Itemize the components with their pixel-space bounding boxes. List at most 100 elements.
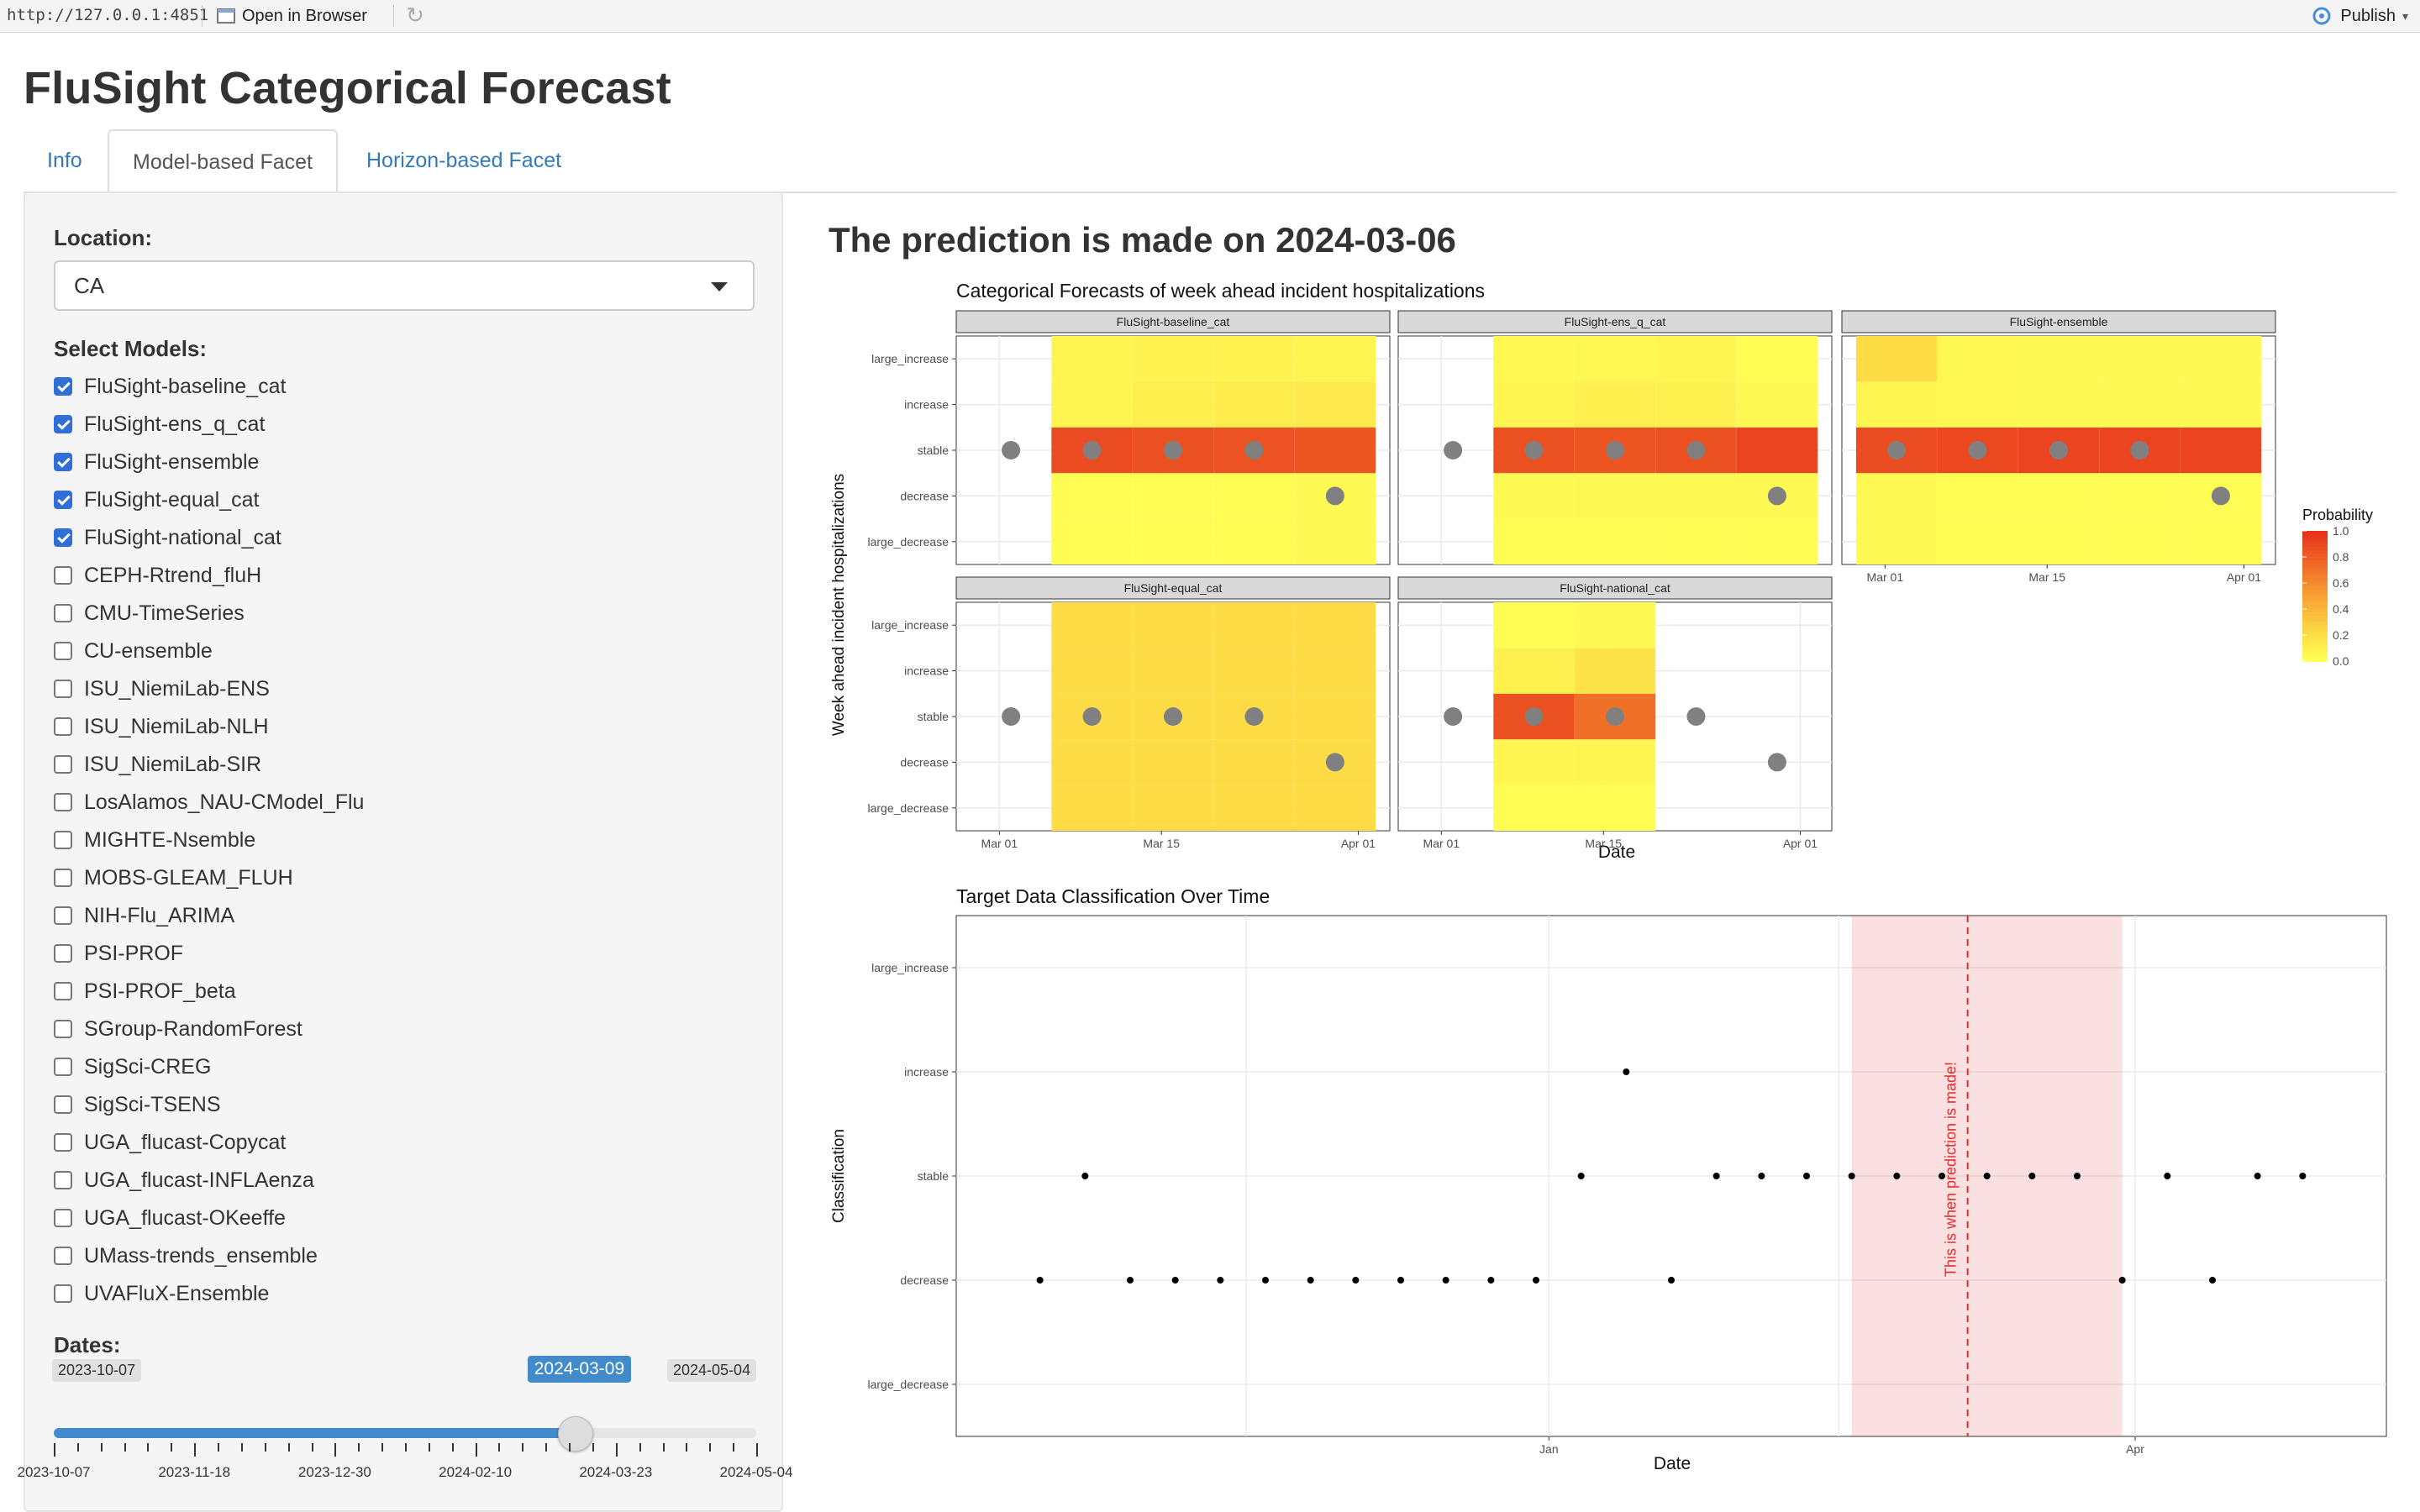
model-checkbox-row[interactable]: SigSci-TSENS — [54, 1088, 221, 1121]
heatmap-tile — [1937, 381, 2018, 428]
model-checkbox-row[interactable]: ISU_NiemiLab-ENS — [54, 672, 270, 706]
model-checkbox[interactable] — [54, 982, 72, 1000]
chevron-down-icon[interactable]: ▾ — [2402, 8, 2408, 23]
slider-tick-label: 2024-05-04 — [719, 1464, 793, 1480]
model-checkbox-row[interactable]: PSI-PROF_beta — [54, 974, 236, 1008]
x-tick-label: Mar 01 — [1867, 570, 1904, 584]
slider-tick — [264, 1443, 266, 1452]
model-checkbox[interactable] — [54, 1020, 72, 1038]
data-point — [2028, 1173, 2036, 1179]
observed-point — [2211, 486, 2230, 506]
tab-info[interactable]: Info — [47, 149, 82, 172]
url-text[interactable]: http://127.0.0.1:4851 — [7, 6, 209, 24]
model-checkbox-row[interactable]: ISU_NiemiLab-SIR — [54, 748, 261, 781]
observed-point — [1606, 707, 1624, 726]
tab-horizon-based-facet[interactable]: Horizon-based Facet — [366, 149, 562, 172]
model-checkbox[interactable] — [54, 1209, 72, 1227]
model-checkbox-row[interactable]: UGA_flucast-Copycat — [54, 1126, 286, 1159]
model-checkbox[interactable] — [54, 831, 72, 849]
data-point — [1758, 1173, 1765, 1179]
model-checkbox[interactable] — [54, 869, 72, 887]
publish-icon — [2312, 7, 2331, 25]
model-label: UVAFluX-Ensemble — [84, 1281, 270, 1305]
legend-swatch — [2302, 596, 2328, 601]
model-checkbox[interactable] — [54, 491, 72, 509]
model-checkbox[interactable] — [54, 1095, 72, 1114]
model-checkbox-row[interactable]: FluSight-ens_q_cat — [54, 407, 265, 441]
model-checkbox[interactable] — [54, 793, 72, 811]
observed-point — [1164, 707, 1182, 726]
facet-strip — [1397, 310, 1833, 333]
model-checkbox[interactable] — [54, 906, 72, 925]
model-checkbox[interactable] — [54, 415, 72, 433]
model-checkbox[interactable] — [54, 1247, 72, 1265]
model-checkbox-row[interactable]: LosAlamos_NAU-CModel_Flu — [54, 785, 364, 819]
model-checkbox-row[interactable]: FluSight-equal_cat — [54, 483, 259, 517]
model-checkbox-row[interactable]: FluSight-ensemble — [54, 445, 259, 479]
model-checkbox-row[interactable]: UVAFluX-Ensemble — [54, 1277, 269, 1310]
slider-tick — [171, 1443, 173, 1452]
model-checkbox[interactable] — [54, 566, 72, 585]
slider-track[interactable] — [54, 1416, 756, 1452]
open-in-browser-label: Open in Browser — [242, 6, 367, 25]
model-checkbox-row[interactable]: CMU-TimeSeries — [54, 596, 245, 630]
model-checkbox[interactable] — [54, 642, 72, 660]
model-checkbox[interactable] — [54, 944, 72, 963]
observed-point — [2049, 441, 2068, 459]
model-checkbox[interactable] — [54, 528, 72, 547]
heatmap-tile — [1051, 473, 1133, 519]
legend-swatch — [2302, 585, 2328, 591]
legend-tick-label: 1.0 — [2333, 524, 2349, 538]
model-checkbox[interactable] — [54, 453, 72, 471]
publish-button[interactable]: Publish ▾ — [2310, 4, 2408, 28]
heatmap-tile — [1213, 518, 1295, 564]
refresh-icon[interactable]: ↻ — [406, 3, 424, 28]
model-checkbox[interactable] — [54, 1133, 72, 1152]
model-checkbox-row[interactable]: MOBS-GLEAM_FLUH — [54, 861, 293, 895]
open-in-browser-button[interactable]: Open in Browser — [217, 4, 367, 28]
heatmap-tile — [1294, 427, 1376, 474]
slider-tick — [405, 1443, 407, 1452]
model-label: LosAlamos_NAU-CModel_Flu — [84, 790, 365, 814]
model-checkbox[interactable] — [54, 377, 72, 396]
model-checkbox[interactable] — [54, 1171, 72, 1189]
legend-swatch — [2302, 537, 2328, 542]
model-checkbox-row[interactable]: SigSci-CREG — [54, 1050, 211, 1084]
tab-model-based-facet[interactable]: Model-based Facet — [108, 129, 339, 193]
publish-label: Publish — [2340, 6, 2396, 25]
slider-handle[interactable] — [557, 1416, 593, 1452]
model-checkbox[interactable] — [54, 680, 72, 698]
model-checkbox-row[interactable]: NIH-Flu_ARIMA — [54, 899, 234, 932]
model-checkbox[interactable] — [54, 717, 72, 736]
model-label: MIGHTE-Nsemble — [84, 827, 256, 852]
model-checkbox-row[interactable]: ISU_NiemiLab-NLH — [54, 710, 269, 743]
model-checkbox[interactable] — [54, 1058, 72, 1076]
location-select[interactable]: CA — [54, 260, 755, 311]
y-tick-label: large_increase — [871, 618, 949, 632]
model-checkbox[interactable] — [54, 755, 72, 774]
model-checkbox-row[interactable]: UGA_flucast-OKeeffe — [54, 1201, 286, 1235]
x-tick-label: Mar 01 — [981, 837, 1018, 850]
model-checkbox[interactable] — [54, 604, 72, 622]
model-checkbox-row[interactable]: UMass-trends_ensemble — [54, 1239, 318, 1273]
model-checkbox-row[interactable]: FluSight-baseline_cat — [54, 370, 286, 403]
model-checkbox-row[interactable]: CEPH-Rtrend_fluH — [54, 559, 261, 592]
model-checkbox-row[interactable]: SGroup-RandomForest — [54, 1012, 302, 1046]
model-checkbox[interactable] — [54, 1284, 72, 1303]
heatmap-tile — [1051, 648, 1133, 694]
target-x-label: Date — [1654, 1454, 1691, 1470]
y-tick-label: stable — [918, 1169, 950, 1183]
date-slider[interactable]: 2023-10-07 2024-05-04 2024-03-09 2023-10… — [18, 1352, 815, 1480]
model-checkbox-row[interactable]: MIGHTE-Nsemble — [54, 823, 255, 857]
model-checkbox-row[interactable]: FluSight-national_cat — [54, 521, 281, 554]
model-label: ISU_NiemiLab-NLH — [84, 714, 269, 738]
model-checkbox-row[interactable]: UGA_flucast-INFLAenza — [54, 1163, 314, 1197]
categorical-forecast-chart: Categorical Forecasts of week ahead inci… — [830, 280, 2373, 861]
observed-point — [1524, 441, 1544, 459]
tab-bar: Info Model-based Facet Horizon-based Fac… — [24, 129, 2396, 193]
model-checkbox-row[interactable]: PSI-PROF — [54, 937, 183, 970]
model-checkbox-row[interactable]: CU-ensemble — [54, 634, 213, 668]
facet-strip — [1841, 310, 2276, 333]
heatmap-tile — [1213, 785, 1295, 831]
model-label: ISU_NiemiLab-ENS — [84, 676, 270, 701]
